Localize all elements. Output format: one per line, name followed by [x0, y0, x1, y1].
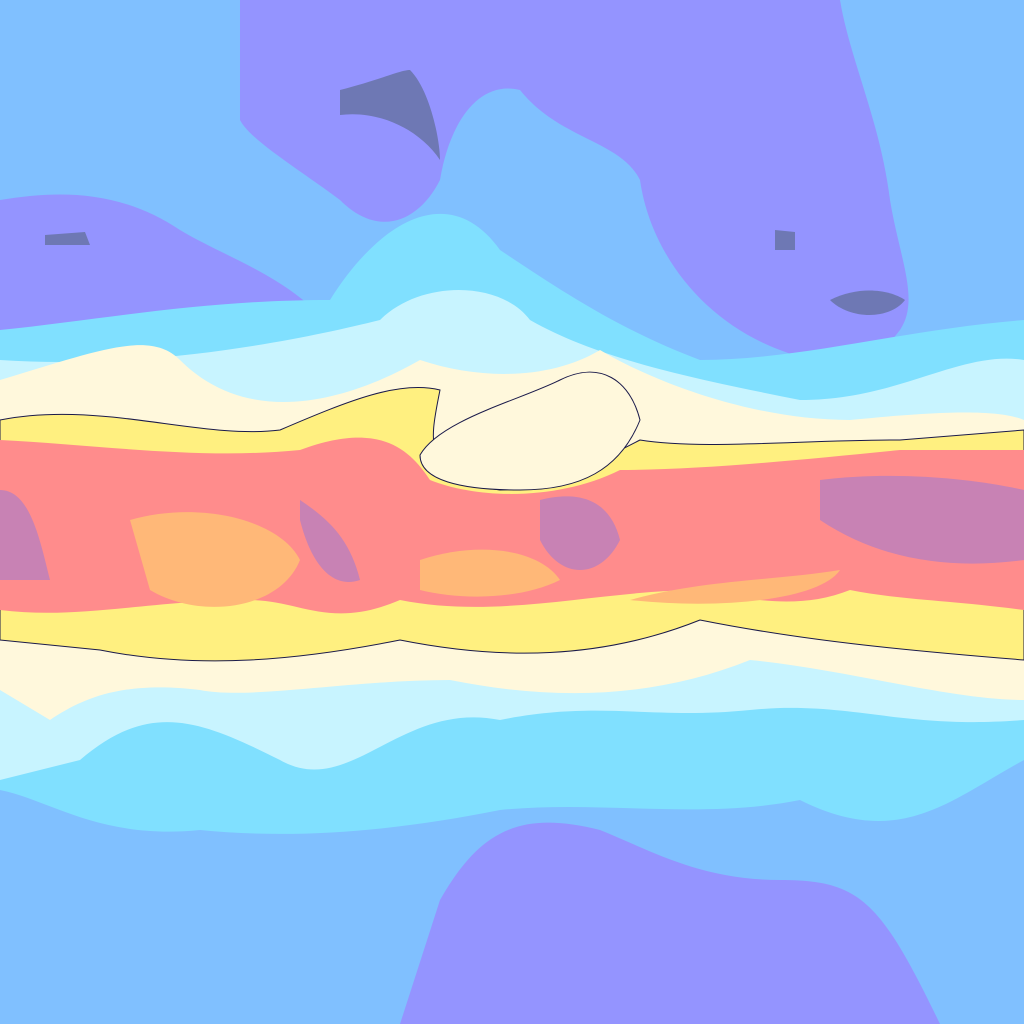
very-hot-patch: [300, 500, 360, 582]
frozen-patch: [340, 70, 440, 160]
warm-patch: [130, 512, 300, 607]
frozen-patch: [830, 290, 905, 315]
very-hot-patch: [820, 475, 1024, 564]
desert-zone: [419, 371, 641, 491]
frozen-patch: [775, 230, 795, 250]
frozen-patch: [45, 232, 90, 245]
warm-patch: [630, 570, 840, 604]
very-hot-patch: [0, 490, 50, 580]
warm-patch: [420, 549, 560, 597]
very-hot-patch: [540, 496, 620, 570]
polar-zone-south: [400, 822, 940, 1024]
